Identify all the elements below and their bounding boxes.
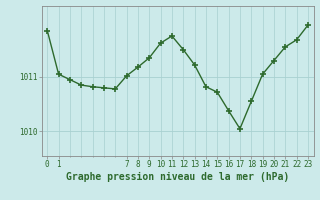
X-axis label: Graphe pression niveau de la mer (hPa): Graphe pression niveau de la mer (hPa) — [66, 172, 289, 182]
